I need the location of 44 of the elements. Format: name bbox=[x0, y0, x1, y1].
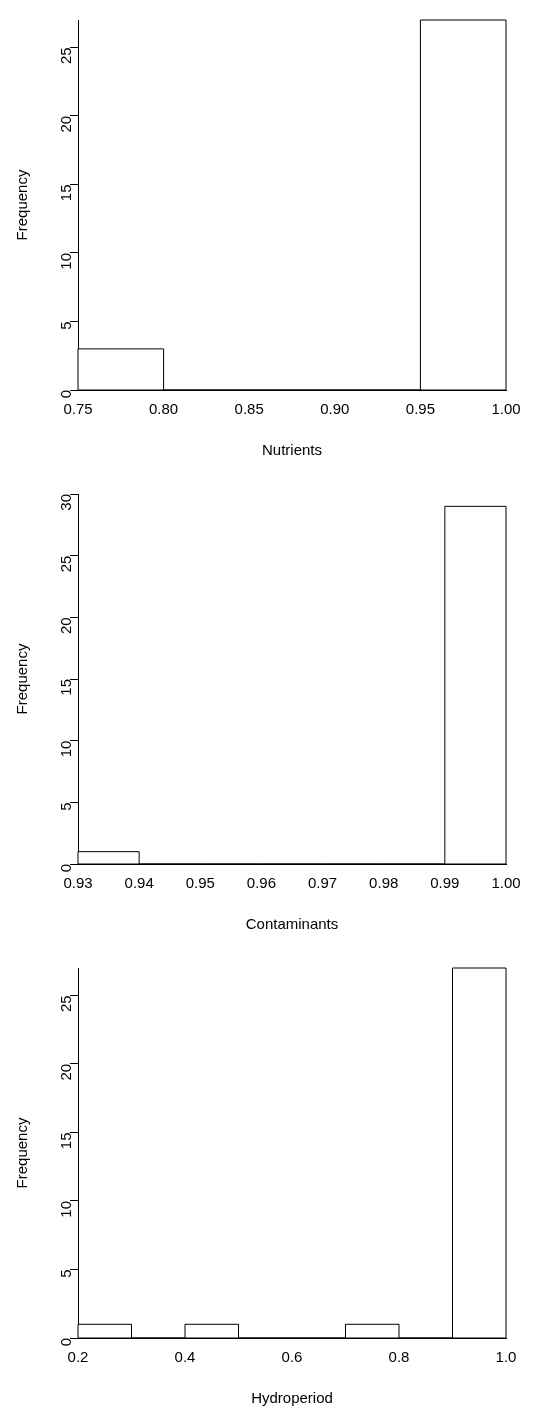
x-tick-label: 0.95 bbox=[405, 400, 435, 418]
y-axis-title: Frequency bbox=[13, 1117, 31, 1189]
x-tick-label: 1.0 bbox=[495, 1348, 517, 1366]
y-tick-label: 20 bbox=[57, 115, 75, 133]
y-tick-label: 20 bbox=[57, 617, 75, 635]
x-tick-label: 0.8 bbox=[388, 1348, 410, 1366]
y-axis-title: Frequency bbox=[13, 169, 31, 241]
y-tick-label: 15 bbox=[57, 184, 75, 202]
x-tick-label: 0.93 bbox=[63, 874, 93, 892]
y-tick-label: 5 bbox=[57, 321, 75, 330]
y-tick-label: 10 bbox=[57, 252, 75, 270]
x-tick-label: 0.97 bbox=[307, 874, 338, 892]
x-tick-label: 0.4 bbox=[174, 1348, 196, 1366]
y-tick-label: 0 bbox=[57, 864, 75, 873]
y-tick-label: 10 bbox=[57, 740, 75, 758]
y-axis-title: Frequency bbox=[13, 643, 31, 715]
x-tick-label: 0.95 bbox=[185, 874, 215, 892]
y-tick-label: 5 bbox=[57, 802, 75, 811]
y-tick-label: 10 bbox=[57, 1200, 75, 1218]
x-tick-label: 0.6 bbox=[281, 1348, 303, 1366]
x-tick-label: 0.90 bbox=[320, 400, 350, 418]
x-axis-title: Hydroperiod bbox=[251, 1389, 333, 1407]
y-tick-label: 25 bbox=[57, 555, 75, 573]
y-tick-label: 15 bbox=[57, 679, 75, 696]
y-tick-label: 20 bbox=[57, 1063, 75, 1081]
y-tick-label: 0 bbox=[57, 1338, 75, 1347]
x-tick-label: 1.00 bbox=[491, 874, 521, 892]
x-tick-label: 0.2 bbox=[67, 1348, 89, 1366]
y-tick-label: 0 bbox=[57, 390, 75, 399]
x-axis-title: Contaminants bbox=[245, 915, 339, 933]
x-tick-label: 1.00 bbox=[491, 400, 521, 418]
x-axis-title: Nutrients bbox=[261, 441, 323, 459]
y-tick-label: 15 bbox=[57, 1132, 75, 1150]
x-tick-label: 0.98 bbox=[369, 874, 399, 892]
x-tick-label: 0.99 bbox=[430, 874, 460, 892]
x-tick-label: 0.85 bbox=[234, 400, 264, 418]
x-tick-label: 0.94 bbox=[124, 874, 154, 892]
y-tick-label: 25 bbox=[57, 995, 75, 1013]
x-tick-label: 0.80 bbox=[149, 400, 179, 418]
x-tick-label: 0.96 bbox=[246, 874, 277, 892]
y-tick-label: 25 bbox=[57, 47, 75, 65]
y-tick-label: 5 bbox=[57, 1269, 75, 1278]
x-tick-label: 0.75 bbox=[63, 400, 93, 418]
y-tick-label: 30 bbox=[57, 494, 75, 511]
